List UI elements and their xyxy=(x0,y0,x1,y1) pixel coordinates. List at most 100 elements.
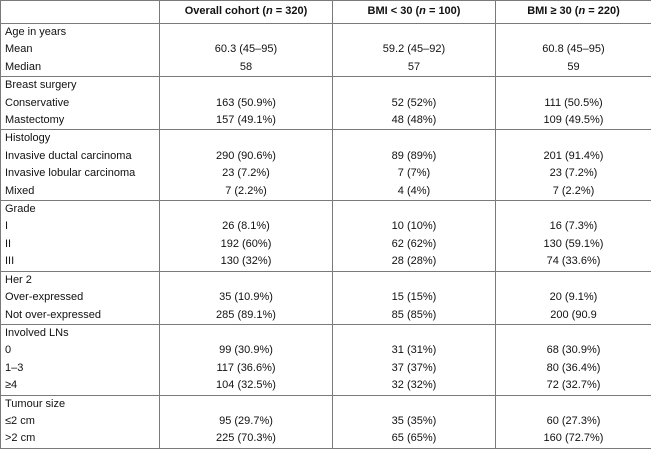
group-label-cell: Age in years Mean Median xyxy=(0,22,160,78)
value-cell-overall: 163 (50.9%) 157 (49.1%) xyxy=(159,76,333,131)
row-value: 160 (72.7%) xyxy=(543,432,604,445)
value-cell-bmi-low: 31 (31%) 37 (37%) 32 (32%) xyxy=(332,323,496,396)
group-label-cell: Grade I II III xyxy=(0,200,160,272)
row-value: 111 (50.5%) xyxy=(544,96,603,109)
row-label: Invasive ductal carcinoma xyxy=(5,149,132,162)
value-cell-bmi-high: 68 (30.9%) 80 (36.4%) 72 (32.7%) xyxy=(495,323,651,396)
group-title: Age in years xyxy=(5,26,67,38)
row-value: 192 (60%) xyxy=(220,237,272,250)
row-value: 104 (32.5%) xyxy=(216,379,276,392)
row-value: 99 (30.9%) xyxy=(219,344,273,357)
group-title: Tumour size xyxy=(5,397,66,410)
row-value: 200 (90.9 xyxy=(550,308,597,321)
row-value: 109 (49.5%) xyxy=(543,114,604,127)
row-value: 130 (59.1%) xyxy=(543,237,604,250)
row-value: 60.3 (45–95) xyxy=(214,43,278,56)
row-value: 80 (36.4%) xyxy=(546,361,601,374)
group-title: Involved LNs xyxy=(5,326,69,339)
row-value: 60 (27.3%) xyxy=(546,414,601,427)
value-cell-bmi-high: 60 (27.3%) 160 (72.7%) xyxy=(495,394,651,449)
row-value: 37 (37%) xyxy=(391,361,437,374)
row-value: 58 xyxy=(239,60,253,73)
row-label: Over-expressed xyxy=(5,291,84,304)
row-value: 23 (7.2%) xyxy=(549,167,598,180)
row-value: 31 (31%) xyxy=(391,344,437,357)
table-group-row: Involved LNs 0 1–3 ≥4 99 (30.9%) 117 (36.6%)… xyxy=(0,323,651,396)
value-cell-bmi-high: 20 (9.1%) 200 (90.9 xyxy=(495,270,651,325)
header-bmi-30-plus: BMI ≥ 30 (n = 220) xyxy=(495,0,651,24)
row-value: 35 (10.9%) xyxy=(219,291,273,304)
row-label: Mean xyxy=(5,43,33,56)
row-value: 20 (9.1%) xyxy=(549,291,598,304)
value-cell-overall: 35 (10.9%) 285 (89.1%) xyxy=(159,270,333,325)
row-value: 95 (29.7%) xyxy=(219,414,273,427)
row-value: 59 xyxy=(567,60,580,73)
table-group-row: Histology Invasive ductal carcinoma Invasi… xyxy=(0,129,651,202)
table-group-row: Tumour size ≤2 cm >2 cm 95 (29.7%) 225 (70.… xyxy=(0,394,651,449)
row-label: ≤2 cm xyxy=(5,414,35,427)
value-cell-overall: 26 (8.1%) 192 (60%) 130 (32%) xyxy=(159,200,333,272)
row-label: Mixed xyxy=(5,184,35,197)
value-cell-bmi-low: 89 (89%) 7 (7%) 4 (4%) xyxy=(332,129,496,202)
value-cell-bmi-high: 201 (91.4%) 23 (7.2%) 7 (2.2%) xyxy=(495,129,651,202)
row-value: 4 (4%) xyxy=(397,184,431,197)
group-label-cell: Involved LNs 0 1–3 ≥4 xyxy=(0,323,160,396)
group-label-cell: Her 2 Over-expressed Not over-expressed xyxy=(0,270,160,325)
row-value: 7 (2.2%) xyxy=(552,184,595,197)
value-cell-bmi-low: 15 (15%) 85 (85%) xyxy=(332,270,496,325)
group-label-cell: Tumour size ≤2 cm >2 cm xyxy=(0,394,160,449)
row-label: Invasive lobular carcinoma xyxy=(5,167,136,180)
row-value: 16 (7.3%) xyxy=(549,220,598,233)
row-value: 68 (30.9%) xyxy=(546,344,601,357)
row-value: 285 (89.1%) xyxy=(216,308,276,321)
row-value: 26 (8.1%) xyxy=(222,220,270,233)
row-value: 10 (10%) xyxy=(391,220,437,233)
row-value: 89 (89%) xyxy=(391,149,437,162)
row-value: 7 (2.2%) xyxy=(225,184,267,197)
table-group-row: Grade I II III 26 (8.1%) 192 (60%) 130 (32%) … xyxy=(0,200,651,272)
row-value: 23 (7.2%) xyxy=(222,167,270,180)
row-value: 7 (7%) xyxy=(397,167,431,180)
row-value: 290 (90.6%) xyxy=(216,149,276,162)
value-cell-bmi-low: 35 (35%) 65 (65%) xyxy=(332,394,496,449)
group-title: Grade xyxy=(5,203,36,216)
row-value: 28 (28%) xyxy=(391,255,437,268)
row-label: >2 cm xyxy=(5,432,36,445)
row-value: 72 (32.7%) xyxy=(546,379,601,392)
group-label-cell: Breast surgery Conservative Mastectomy xyxy=(0,76,160,131)
row-value: 59.2 (45–92) xyxy=(382,43,446,56)
row-value: 32 (32%) xyxy=(391,379,437,392)
table-group-row: Breast surgery Conservative Mastectomy 163… xyxy=(0,76,651,131)
row-label: Mastectomy xyxy=(5,114,65,127)
header-empty-cell xyxy=(0,0,160,24)
row-value: 163 (50.9%) xyxy=(216,96,276,109)
row-label: 0 xyxy=(5,344,12,357)
value-cell-bmi-low: 10 (10%) 62 (62%) 28 (28%) xyxy=(332,200,496,272)
row-value: 52 (52%) xyxy=(391,96,437,109)
header-overall-cohort: Overall cohort (n = 320) xyxy=(159,0,333,24)
group-title: Her 2 xyxy=(5,273,32,286)
row-label: III xyxy=(5,255,15,268)
table-body: Age in years Mean Median 60.3 (45–95) 58 59… xyxy=(0,22,651,449)
table-group-row: Age in years Mean Median 60.3 (45–95) 58 59… xyxy=(0,22,651,78)
value-cell-bmi-high: 16 (7.3%) 130 (59.1%) 74 (33.6%) xyxy=(495,200,651,272)
row-label: 1–3 xyxy=(5,361,24,374)
row-value: 62 (62%) xyxy=(391,237,437,250)
row-value: 65 (65%) xyxy=(391,432,437,445)
row-value: 15 (15%) xyxy=(391,291,437,304)
value-cell-overall: 99 (30.9%) 117 (36.6%) 104 (32.5%) xyxy=(159,323,333,396)
row-label: ≥4 xyxy=(5,379,18,392)
group-title: Breast surgery xyxy=(5,79,77,92)
value-cell-overall: 290 (90.6%) 23 (7.2%) 7 (2.2%) xyxy=(159,129,333,202)
row-label: Median xyxy=(5,60,42,73)
value-cell-bmi-high: 111 (50.5%) 109 (49.5%) xyxy=(495,76,651,131)
value-cell-bmi-low: 52 (52%) 48 (48%) xyxy=(332,76,496,131)
row-value: 117 (36.6%) xyxy=(216,361,276,374)
group-label-cell: Histology Invasive ductal carcinoma Invasi… xyxy=(0,129,160,202)
row-value: 60.8 (45–95) xyxy=(542,43,605,56)
value-cell-bmi-high: 60.8 (45–95) 59 xyxy=(495,22,651,78)
header-bmi-under-30: BMI < 30 (n = 100) xyxy=(332,0,496,24)
row-value: 225 (70.3%) xyxy=(216,432,276,445)
row-value: 130 (32%) xyxy=(220,255,272,268)
